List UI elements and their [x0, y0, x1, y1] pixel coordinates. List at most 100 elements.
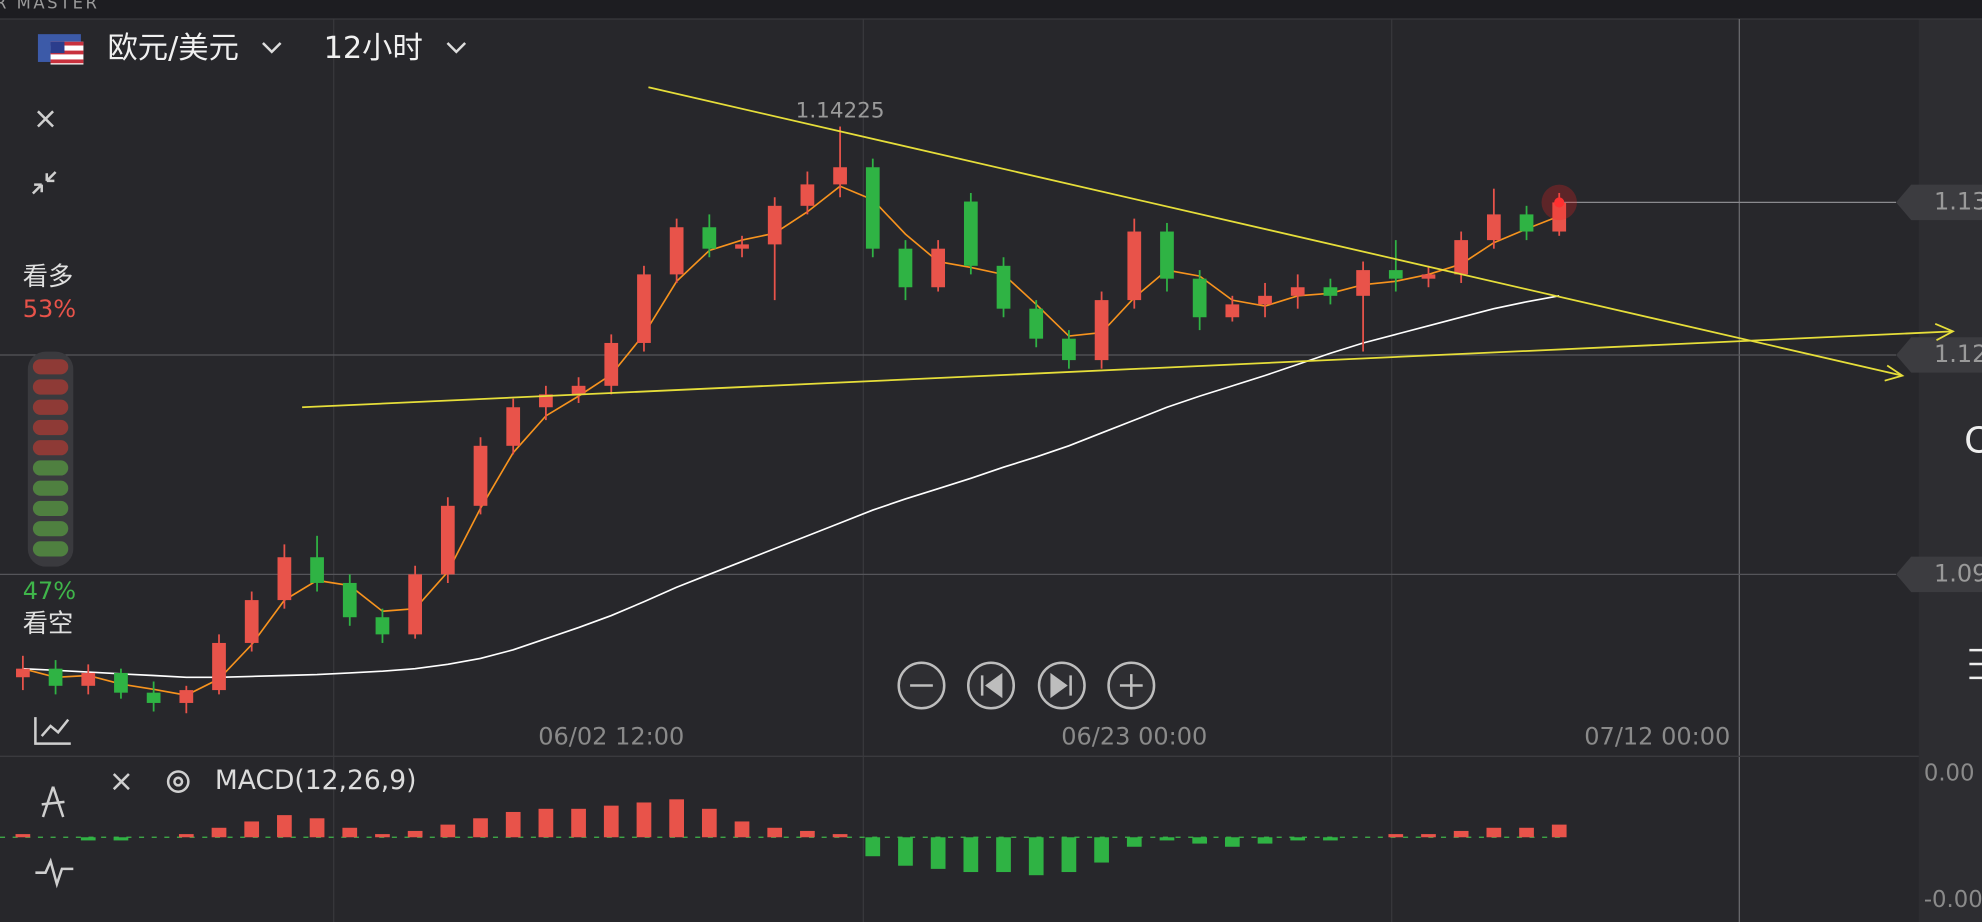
- candle-body: [898, 248, 913, 288]
- collapse-button[interactable]: [31, 171, 57, 195]
- macd-bar: [734, 821, 750, 838]
- macd-bar: [767, 827, 783, 838]
- macd-bar: [603, 805, 619, 838]
- macd-bar: [473, 818, 488, 838]
- macd-bar: [113, 837, 129, 841]
- macd-bar: [963, 837, 979, 873]
- macd-bar: [1519, 827, 1534, 838]
- candle-body: [48, 668, 63, 686]
- menu-button[interactable]: [1969, 648, 1982, 680]
- candle-body: [146, 692, 161, 703]
- macd-bar: [1192, 837, 1208, 844]
- macd-bar: [865, 837, 881, 857]
- candle-body: [1029, 308, 1044, 339]
- candle-body: [833, 167, 847, 185]
- macd-bar: [277, 815, 292, 838]
- candle-body: [800, 184, 815, 206]
- macd-bar: [80, 837, 96, 841]
- macd-bar: [832, 834, 848, 838]
- candle-body: [539, 394, 553, 408]
- macd-bar: [15, 834, 31, 838]
- macd-bar: [571, 808, 586, 838]
- candle-body: [996, 265, 1011, 309]
- candle-body: [1486, 214, 1501, 241]
- candle-body: [767, 205, 782, 245]
- candle-body: [963, 201, 978, 266]
- macd-bar: [1028, 837, 1044, 876]
- bull-label: 看多: [23, 262, 74, 291]
- candle-body: [702, 227, 717, 249]
- candle-body: [16, 668, 30, 678]
- candle-body: [473, 445, 488, 506]
- macd-bar: [1388, 834, 1404, 838]
- candle-body: [604, 342, 619, 386]
- candle-body: [212, 642, 226, 691]
- x-tick-label: 07/12 00:00: [1584, 722, 1730, 750]
- close-button[interactable]: [37, 110, 54, 128]
- pair-selector[interactable]: 欧元/美元: [107, 31, 238, 66]
- indicator-title: MACD(12,26,9): [215, 765, 417, 796]
- macd-bar: [1126, 837, 1142, 847]
- macd-bar: [342, 827, 358, 838]
- candle-body: [114, 672, 128, 693]
- chevron: [446, 42, 467, 54]
- candle-body: [1225, 304, 1240, 318]
- macd-bar: [1257, 837, 1273, 844]
- macd-bar: [407, 830, 423, 838]
- macd-bar: [1159, 837, 1175, 841]
- candle-body: [1160, 231, 1174, 279]
- candle-body: [1421, 274, 1436, 279]
- last-price-dot: [1554, 197, 1565, 208]
- header[interactable]: 欧元/美元 12小时: [37, 31, 467, 66]
- y-tick-label: 1.09: [1934, 559, 1982, 587]
- candle-body: [277, 557, 292, 601]
- candle-body: [1094, 300, 1109, 361]
- candle-body: [735, 244, 749, 249]
- macd-bar: [669, 799, 685, 838]
- candle-body: [179, 690, 194, 703]
- macd-bar: [1551, 824, 1567, 838]
- macd-close[interactable]: [112, 773, 130, 791]
- candle-body: [506, 407, 521, 446]
- candle-body: [1127, 231, 1142, 301]
- y-tick-label: 0.00: [1924, 761, 1975, 787]
- macd-bar: [309, 818, 325, 838]
- macd-bar: [1486, 827, 1502, 838]
- macd-bar: [1323, 837, 1338, 841]
- candle-body: [440, 505, 455, 575]
- oscillator-button[interactable]: [35, 857, 74, 889]
- candle-body: [244, 600, 259, 643]
- arrowhead: [1884, 364, 1905, 382]
- sentiment-gauge: [27, 351, 74, 567]
- price-axis-panel: [1918, 0, 1982, 922]
- gauge-bear: [32, 460, 69, 557]
- macd-bar: [898, 837, 913, 866]
- macd-bar: [800, 830, 815, 838]
- macd-bar: [211, 827, 227, 838]
- gauge-bull: [32, 359, 69, 456]
- macd-bar: [1421, 834, 1436, 838]
- candle-body: [865, 167, 880, 249]
- macd-settings[interactable]: [166, 770, 190, 793]
- vertical-grid: [333, 18, 1393, 922]
- interval-selector[interactable]: 12小时: [324, 31, 423, 66]
- arrowhead: [1934, 322, 1955, 341]
- candle-body: [669, 227, 684, 275]
- candle-body: [1290, 287, 1305, 296]
- chevron: [262, 42, 282, 54]
- draw-button[interactable]: [41, 786, 65, 818]
- candle-body: [81, 672, 96, 686]
- top-strip: [0, 0, 1982, 19]
- side-tab[interactable]: C: [1964, 421, 1982, 462]
- candle-body: [931, 248, 946, 288]
- candle-body: [1388, 270, 1403, 279]
- candle-body: [408, 574, 423, 635]
- candle-body: [1454, 240, 1469, 275]
- icon: [1119, 674, 1143, 697]
- macd-bar: [375, 834, 390, 838]
- indicator-button[interactable]: [34, 717, 71, 745]
- x-tick-label: 06/02 12:00: [538, 722, 684, 750]
